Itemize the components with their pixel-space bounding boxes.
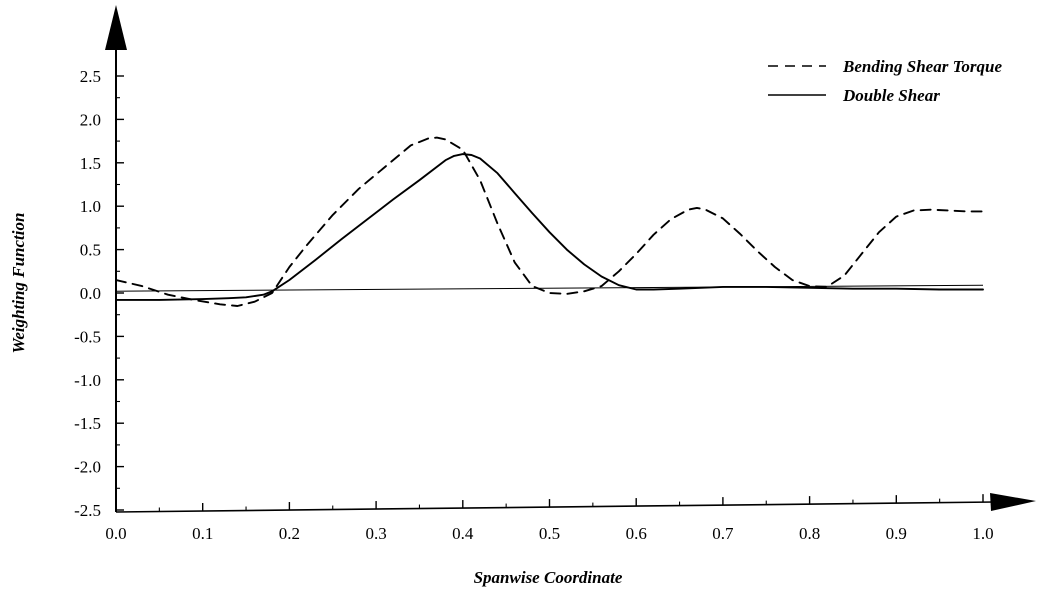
- reference-line: [116, 284, 984, 292]
- x-axis-arrow-icon: [990, 493, 1036, 511]
- x-tick-label: 1.0: [972, 524, 993, 543]
- y-axis: 2.5 2.0 1.5 1.0 0.5 0.0 -0.5 -1.0 -1.5 -2.0 -2.5: [74, 5, 127, 520]
- x-tick-label: 0.5: [539, 524, 560, 543]
- x-tick-label: 0.3: [365, 524, 386, 543]
- legend-label: Double Shear: [842, 86, 940, 105]
- x-tick-label: 0.4: [452, 524, 474, 543]
- y-tick-label: 2.5: [80, 67, 101, 86]
- y-axis-title: Weighting Function: [9, 213, 28, 354]
- y-tick-label: -0.5: [74, 327, 101, 346]
- y-tick-label: -2.0: [74, 458, 101, 477]
- series-line-double-shear: [116, 153, 984, 301]
- y-tick-label: -1.0: [74, 371, 101, 390]
- legend: Bending Shear Torque Double Shear: [768, 57, 1002, 105]
- x-tick-label: 0.2: [279, 524, 300, 543]
- x-axis-ticks: 0.0 0.1 0.2 0.3 0.4 0.5 0.6 0.7 0.8 0.9 1.0: [105, 494, 994, 543]
- x-tick-label: 0.9: [886, 524, 907, 543]
- x-tick-label: 0.1: [192, 524, 213, 543]
- y-tick-label: -2.5: [74, 501, 101, 520]
- plot-area: [116, 136, 984, 307]
- x-tick-label: 0.8: [799, 524, 820, 543]
- x-axis: 0.0 0.1 0.2 0.3 0.4 0.5 0.6 0.7 0.8 0.9 1.0: [105, 493, 1036, 543]
- legend-item-bending-shear-torque: Bending Shear Torque: [768, 57, 1002, 76]
- y-tick-label: 0.0: [80, 284, 101, 303]
- y-axis-ticks: 2.5 2.0 1.5 1.0 0.5 0.0 -0.5 -1.0 -1.5 -2.0 -2.5: [74, 67, 124, 520]
- x-tick-label: 0.0: [105, 524, 126, 543]
- legend-label: Bending Shear Torque: [842, 57, 1002, 76]
- y-tick-label: 1.5: [80, 154, 101, 173]
- y-tick-label: 2.0: [80, 110, 101, 129]
- x-tick-label: 0.7: [712, 524, 734, 543]
- x-axis-line: [115, 501, 996, 513]
- y-tick-label: -1.5: [74, 414, 101, 433]
- y-tick-label: 1.0: [80, 197, 101, 216]
- x-axis-title: Spanwise Coordinate: [474, 568, 623, 587]
- y-tick-label: 0.5: [80, 241, 101, 260]
- legend-item-double-shear: Double Shear: [768, 86, 940, 105]
- series-line-bending-shear-torque: [116, 136, 984, 307]
- x-tick-label: 0.6: [626, 524, 647, 543]
- y-axis-arrow-icon: [105, 5, 127, 50]
